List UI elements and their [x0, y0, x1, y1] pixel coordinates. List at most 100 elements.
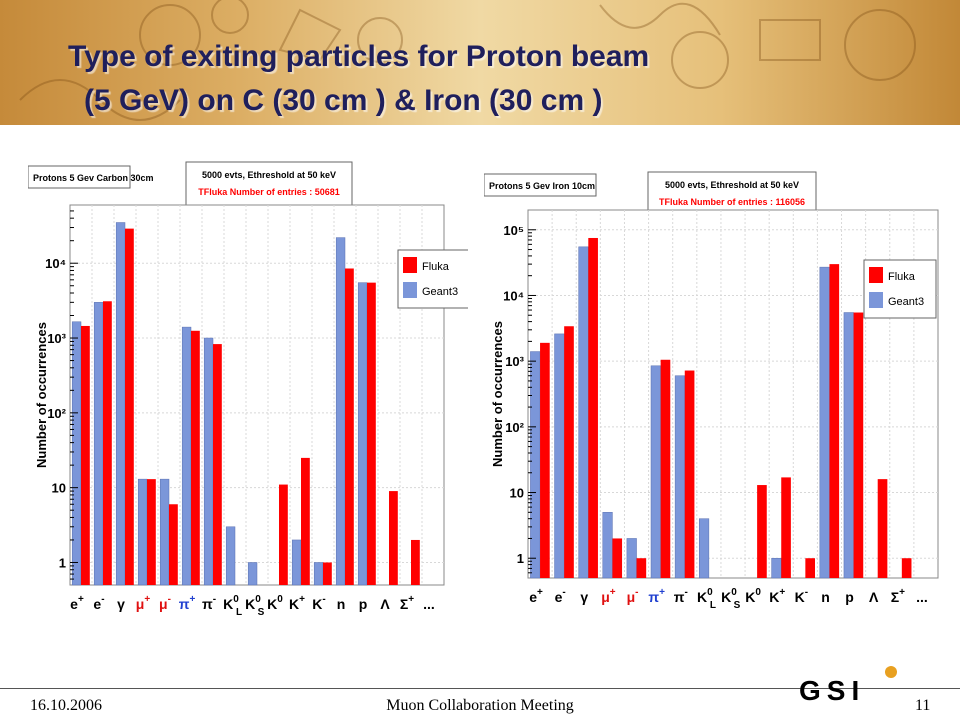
fluka-bar [588, 237, 598, 578]
x-tick-label: ... [423, 596, 435, 612]
geant3-bar [771, 557, 782, 579]
fluka-bar [684, 370, 695, 578]
geant3-bar [313, 562, 324, 586]
y-tick-label: 10⁴ [45, 256, 66, 271]
x-tick-label: μ+ [136, 594, 151, 612]
fluka-bar [367, 282, 376, 585]
info-line: 5000 evts, Ethreshold at 50 keV [665, 180, 799, 190]
legend-label: Geant3 [888, 296, 924, 308]
legend-swatch [403, 257, 417, 273]
fluka-bar [636, 558, 647, 578]
geant3-bar [602, 512, 613, 579]
geant3-bar [650, 365, 661, 579]
x-tick-label: Σ+ [400, 594, 414, 612]
legend-label: Geant3 [422, 286, 458, 298]
fluka-bar [781, 477, 791, 578]
x-tick-label: K0 [245, 594, 261, 612]
fluka-bar [805, 558, 815, 578]
chart-title-box [28, 165, 131, 189]
x-tick-label: K0 [697, 587, 713, 605]
info-line: TFluka Number of entries : 116056 [659, 197, 805, 207]
x-tick-label: K0 [223, 594, 239, 612]
info-line: 5000 evts, Ethreshold at 50 keV [202, 170, 336, 180]
x-tick-label: p [845, 589, 854, 605]
geant3-bar [93, 302, 104, 586]
fluka-bar [301, 457, 310, 585]
x-tick-sublabel: L [710, 600, 716, 611]
y-axis-label: Number of occurrences [490, 321, 505, 467]
fluka-bar [345, 268, 354, 585]
x-tick-label: n [821, 589, 830, 605]
y-tick-label: 10 [52, 481, 66, 496]
chart-title: Protons 5 Gev Iron 10cm [489, 181, 595, 191]
fluka-bar [829, 264, 840, 578]
x-tick-sublabel: L [236, 607, 242, 618]
footer-title: Muon Collaboration Meeting [386, 697, 574, 714]
x-tick-label: μ- [159, 594, 171, 612]
geant3-bar [698, 518, 710, 579]
legend-label: Fluka [422, 261, 450, 273]
fluka-bar [877, 479, 888, 578]
fluka-bar [612, 538, 623, 578]
geant3-bar [530, 351, 541, 579]
geant3-bar [181, 326, 192, 586]
fluka-bar [853, 312, 864, 578]
footer-date: 16.10.2006 [30, 697, 102, 714]
fluka-bar [169, 504, 178, 585]
x-tick-label: K- [312, 594, 325, 612]
legend-swatch [403, 282, 417, 298]
geant3-bar [335, 237, 346, 586]
x-tick-label: K0 [721, 587, 737, 605]
geant3-bar [115, 222, 126, 586]
fluka-bar [191, 330, 200, 585]
x-tick-label: π+ [648, 587, 665, 605]
carbon-chart: Protons 5 Gev Carbon 30cm 5000 evts, Ethr… [28, 161, 468, 618]
x-tick-label: e- [93, 594, 104, 612]
y-tick-label: 10³ [47, 331, 66, 346]
geant3-bar [137, 478, 148, 586]
fluka-bar [540, 342, 550, 578]
geant3-bar [819, 266, 830, 579]
x-tick-label: π+ [179, 594, 196, 612]
x-tick-label: K+ [289, 594, 305, 612]
title-banner: Type of exiting particles for Proton bea… [0, 0, 960, 125]
footer-divider [0, 688, 960, 689]
fluka-bar [323, 562, 332, 585]
x-tick-label: p [359, 596, 368, 612]
iron-chart: Protons 5 Gev Iron 10cm 5000 evts, Ethres… [484, 171, 939, 611]
geant3-bar [578, 246, 589, 579]
y-tick-label: 10² [505, 420, 524, 435]
gsi-logo: GSI [799, 666, 897, 706]
x-tick-label: γ [117, 596, 125, 612]
x-tick-label: n [337, 596, 346, 612]
gsi-logo-text: GSI [799, 675, 865, 706]
x-tick-label: μ+ [601, 587, 616, 605]
geant3-bar [225, 526, 236, 586]
geant3-bar [247, 562, 258, 586]
y-tick-label: 1 [517, 551, 524, 566]
y-tick-label: 10² [47, 406, 66, 421]
chart-title-box [484, 173, 597, 197]
geant3-bar [159, 478, 170, 586]
y-tick-label: 10³ [505, 354, 524, 369]
x-tick-label: K0 [267, 594, 283, 612]
chart-title: Protons 5 Gev Carbon 30cm [33, 173, 154, 183]
y-tick-label: 10 [510, 486, 524, 501]
geant3-bar [674, 375, 686, 579]
fluka-bar [901, 558, 912, 578]
x-tick-label: ... [916, 589, 928, 605]
geant3-bar [626, 538, 637, 579]
geant3-bar [203, 337, 214, 586]
fluka-bar [81, 325, 90, 585]
geant3-bar [843, 312, 854, 579]
fluka-bar [660, 359, 671, 578]
x-tick-label: π- [674, 587, 688, 605]
x-tick-label: K- [795, 587, 808, 605]
legend-swatch [869, 267, 883, 283]
banner-decoration [19, 0, 916, 121]
geant3-bar [71, 321, 82, 586]
x-tick-label: π- [202, 594, 216, 612]
fluka-bar [103, 301, 112, 585]
x-tick-label: e- [555, 587, 566, 605]
x-tick-label: Λ [869, 589, 879, 605]
